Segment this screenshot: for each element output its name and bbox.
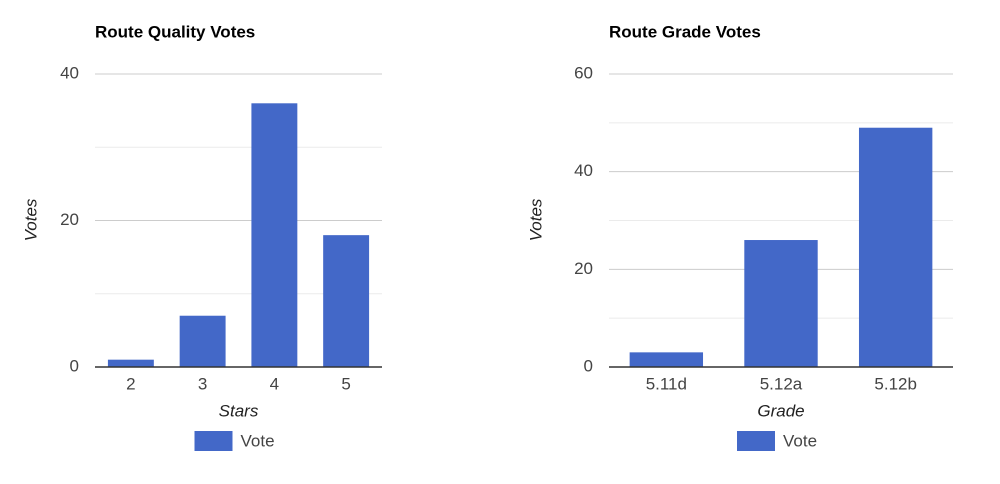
bar [629,352,704,367]
y-tick-label: 40 [574,161,593,180]
chart-title: Route Grade Votes [609,22,761,41]
bar [744,240,818,367]
legend-swatch [194,431,233,451]
y-tick-label: 0 [70,356,79,375]
y-tick-label: 60 [574,63,593,82]
x-tick-label: 5.11d [646,374,687,393]
x-tick-label: 5.12b [874,374,917,393]
y-axis-title: Votes [526,198,545,241]
chart: Route Grade Votes 0 20 40 60 5.11d 5.12a 5.12b G… [526,22,953,451]
chart-title: Route Quality Votes [95,22,255,41]
y-tick-label: 0 [584,356,593,375]
y-axis-title: Votes [21,198,40,241]
x-axis-title: Grade [757,401,804,420]
y-tick-label: 20 [574,259,593,278]
legend-swatch [737,431,775,451]
y-tick-label: 40 [60,63,79,82]
bar [179,315,226,367]
x-axis-title: Stars [219,401,259,420]
x-tick-label: 5.12a [760,374,803,393]
bar [251,103,298,368]
y-tick-label: 20 [60,210,79,229]
legend-label: Vote [241,431,275,450]
x-tick-label: 4 [270,374,279,393]
x-tick-label: 5 [341,374,350,393]
x-tick-label: 3 [198,374,207,393]
bar [107,359,154,367]
legend-label: Vote [783,431,817,450]
bar [858,127,933,367]
x-tick-label: 2 [126,374,135,393]
bar [323,235,370,367]
chart: Route Quality Votes 0 20 40 2 3 4 5 Stars Votes Vo… [21,22,382,451]
